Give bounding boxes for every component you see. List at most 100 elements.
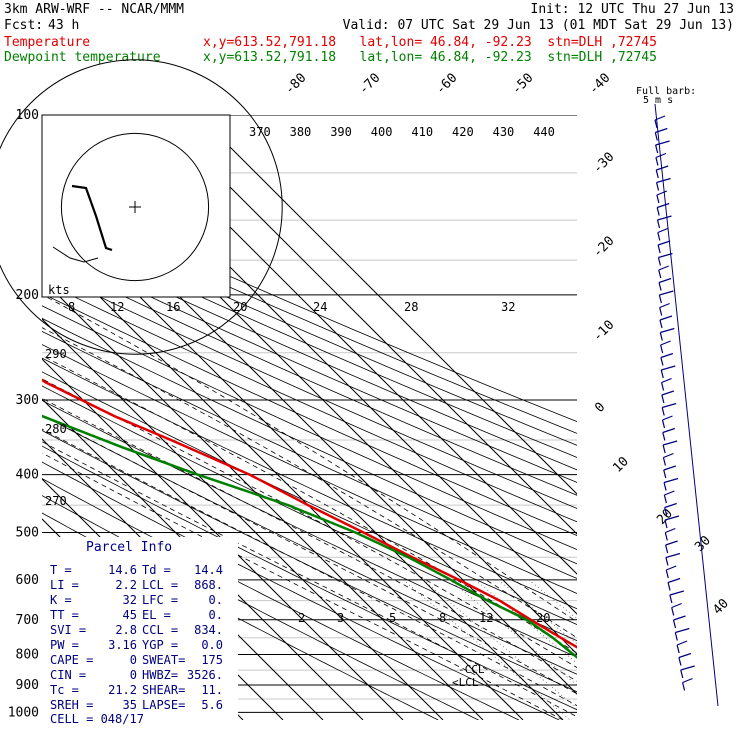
wind-barb-staff [656, 219, 661, 229]
moist-adiabat-line [42, 378, 577, 669]
hodograph-speed-label: 16 [166, 300, 180, 314]
temperature-axis-label: 40 [710, 596, 732, 618]
wind-barb-staff [660, 369, 664, 379]
wind-barb-staff [661, 407, 665, 416]
wind-barb-staff [665, 557, 669, 566]
wind-barb [659, 302, 670, 309]
parcel-info-panel [42, 537, 238, 727]
hodograph-speed-label: 8 [68, 300, 75, 314]
wind-barb [662, 415, 673, 421]
wind-barb [656, 202, 670, 209]
parcel-info-value: 0.0 [201, 638, 223, 652]
pressure-axis-label: 1000 [8, 705, 39, 720]
wind-barb-staff [655, 182, 660, 191]
wind-barb [660, 340, 671, 346]
wind-barb-staff [655, 157, 659, 166]
init-time: Init: 12 UTC Thu 27 Jun 13 [530, 2, 735, 17]
pressure-axis-label: 400 [16, 468, 39, 483]
wind-barb [673, 615, 686, 621]
parcel-info-label: SREH = [50, 698, 93, 712]
parcel-info-label: SVI = [50, 623, 86, 637]
wind-barb [665, 552, 681, 559]
mixing-ratio-label: 2 [298, 611, 305, 625]
mixing-ratio-label: 3 [337, 611, 344, 625]
parcel-info-title: Parcel Info [86, 540, 172, 555]
wind-barb [682, 677, 693, 684]
dry-adiabat-line [42, 371, 577, 625]
mixing-ratio-label: 8 [439, 611, 446, 625]
mixing-ratio-line [449, 579, 577, 686]
parcel-info-value: 14.4 [194, 563, 223, 577]
wind-barb [680, 665, 695, 671]
temperature-axis-label: -30 [590, 150, 617, 177]
wind-barb [663, 465, 676, 471]
isotherm-line [42, 358, 404, 720]
dewpoint-trace [42, 414, 577, 659]
wind-barb [658, 265, 669, 271]
wind-barb-staff [680, 669, 684, 679]
pressure-axis-label: 500 [16, 526, 39, 541]
wind-barb [667, 577, 681, 584]
mixing-ratio-label: 20 [536, 611, 550, 625]
wind-barb [657, 215, 672, 221]
wind-barb [658, 252, 673, 259]
wind-barb-staff [661, 394, 665, 404]
parcel-info-label: CAPE = [50, 653, 93, 667]
wind-barb [655, 127, 668, 134]
wind-barb-staff [672, 619, 677, 629]
parcel-info-label: CCL = [142, 623, 178, 637]
wind-barb-staff [665, 544, 669, 554]
theta-left-label: 270 [45, 494, 67, 508]
mixing-ratio-label: 12 [479, 611, 493, 625]
dry-adiabat-line [42, 305, 577, 550]
wind-barb [676, 640, 688, 646]
temperature-axis-label: -40 [586, 71, 613, 98]
temperature-legend-label: Temperature [4, 35, 91, 50]
theta-label: 400 [371, 125, 393, 139]
parcel-info-label: SWEAT= [142, 653, 185, 667]
parcel-info-label: LCL = [142, 578, 178, 592]
barb-units: 5 m s [643, 95, 673, 106]
moist-adiabat-line [42, 327, 577, 639]
temperature-axis-label: 0 [592, 400, 608, 416]
wind-barb [669, 590, 685, 596]
wind-barb-staff [658, 294, 662, 304]
wind-barb [654, 115, 666, 121]
pressure-axis-label: 900 [16, 678, 39, 693]
wind-barb [662, 427, 676, 434]
wind-barb-staff [663, 482, 667, 491]
pressure-axis-label: 600 [16, 573, 39, 588]
wind-barb [657, 240, 671, 246]
model-title: 3km ARW-WRF -- NCAR/MMM [4, 2, 185, 17]
wind-barb-staff [655, 169, 659, 179]
parcel-info-label: TT = [50, 608, 79, 622]
wind-barb [664, 490, 675, 496]
isotherm-line [197, 115, 577, 495]
pressure-axis-label: 100 [16, 108, 39, 123]
wind-profile-line [654, 103, 719, 707]
theta-label: 440 [533, 125, 555, 139]
hodograph-speed-label: 12 [110, 300, 124, 314]
wind-barb [665, 527, 676, 534]
moist-adiabat-line [42, 452, 564, 720]
parcel-info-value: 21.2 [108, 683, 137, 697]
barb-title: Full barb: [636, 86, 696, 97]
wind-barb-staff [654, 119, 658, 129]
temperature-axis-label: -70 [356, 71, 383, 98]
wind-barb [655, 152, 667, 159]
hodograph-trace-tail [52, 246, 99, 263]
parcel-info-value: 32 [123, 593, 137, 607]
dry-adiabat-line [42, 268, 577, 509]
moist-adiabat-line [42, 414, 577, 695]
wind-barb [663, 477, 679, 484]
dry-adiabat-line [42, 344, 577, 594]
hodograph-speed-label: 20 [233, 300, 247, 314]
parcel-info-value: 14.6 [108, 563, 137, 577]
parcel-info-label: LAPSE= [142, 698, 185, 712]
wind-barb [671, 602, 682, 609]
temperature-axis-label: -50 [509, 71, 536, 98]
dry-adiabat-line [42, 357, 577, 610]
wind-barb-staff [662, 444, 666, 454]
lcl-marker: <LCL [452, 676, 479, 689]
